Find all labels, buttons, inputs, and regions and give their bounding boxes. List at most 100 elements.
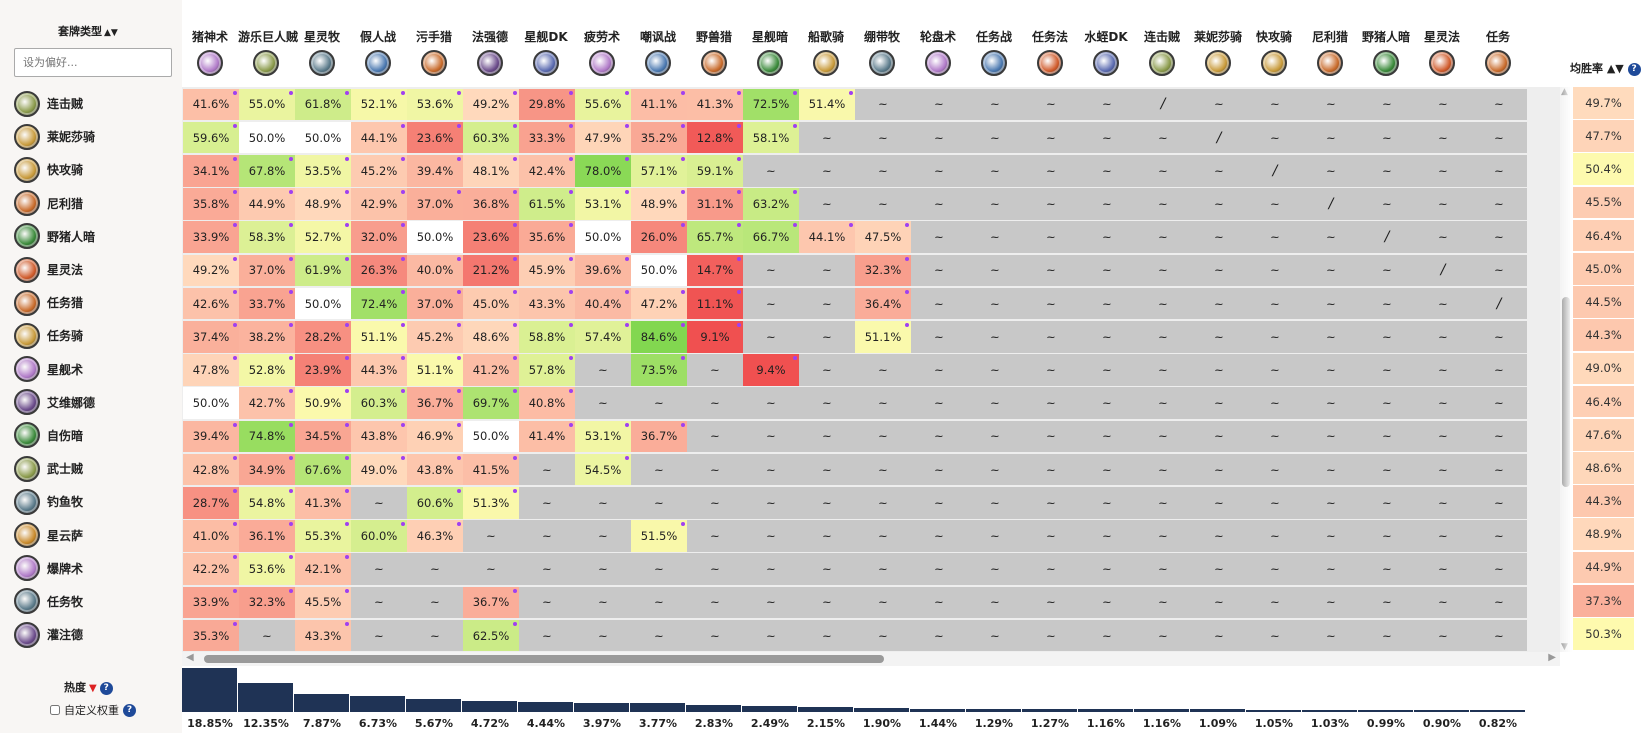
column-header[interactable]: 猪神术	[182, 28, 238, 76]
matchup-cell[interactable]: ~	[911, 586, 967, 619]
matchup-cell[interactable]: 41.4%	[519, 420, 575, 453]
matchup-cell[interactable]: ~	[407, 553, 463, 585]
matchup-cell[interactable]: ~	[967, 420, 1023, 453]
matchup-cell[interactable]: 53.1%	[575, 188, 631, 220]
matchup-cell[interactable]: ~	[1359, 520, 1415, 552]
matchup-cell[interactable]: ~	[1023, 254, 1079, 287]
matchup-cell[interactable]: ~	[799, 254, 855, 287]
matchup-cell[interactable]: ~	[1135, 221, 1191, 253]
matchup-cell[interactable]: ~	[1079, 221, 1135, 253]
matchup-cell[interactable]: 50.0%	[463, 420, 519, 453]
matchup-cell[interactable]: ~	[463, 553, 519, 585]
matchup-cell[interactable]: 59.6%	[183, 121, 239, 154]
matchup-cell[interactable]: ~	[855, 453, 911, 486]
column-header[interactable]: 船歌骑	[798, 28, 854, 76]
matchup-cell[interactable]: ~	[1247, 453, 1303, 486]
matchup-cell[interactable]: ~	[799, 586, 855, 619]
column-header[interactable]: 假人战	[350, 28, 406, 76]
column-header[interactable]: 星舰暗	[742, 28, 798, 76]
column-header[interactable]: 任务法	[1022, 28, 1078, 76]
matchup-cell[interactable]: ~	[1135, 121, 1191, 154]
matchup-cell[interactable]: ~	[1359, 88, 1415, 121]
matchup-cell[interactable]: 50.9%	[295, 387, 351, 419]
matchup-cell[interactable]: ~	[1135, 354, 1191, 386]
popularity-help-icon[interactable]: ?	[99, 681, 113, 695]
column-header[interactable]: 任务	[1470, 28, 1526, 76]
row-label[interactable]: 野猪人暗	[14, 220, 182, 253]
matchup-cell[interactable]: 39.4%	[183, 420, 239, 453]
matchup-cell[interactable]: 35.2%	[631, 121, 687, 154]
matchup-cell[interactable]: ~	[1191, 221, 1247, 253]
matchup-cell[interactable]: 47.5%	[855, 221, 911, 253]
matchup-cell[interactable]: ~	[1359, 453, 1415, 486]
matchup-cell[interactable]: 28.2%	[295, 320, 351, 353]
matchup-cell[interactable]: ~	[631, 619, 687, 652]
matchup-cell[interactable]: ~	[1191, 320, 1247, 353]
matchup-cell[interactable]: ~	[1471, 221, 1527, 253]
matchup-cell[interactable]: ~	[687, 619, 743, 652]
matchup-cell[interactable]: ~	[575, 553, 631, 585]
matchup-cell[interactable]: ~	[1359, 121, 1415, 154]
matchup-cell[interactable]: ~	[1415, 287, 1471, 320]
matchup-cell[interactable]: ~	[1023, 486, 1079, 519]
matchup-cell[interactable]: ~	[1415, 453, 1471, 486]
matchup-cell[interactable]: ~	[1303, 586, 1359, 619]
matchup-cell[interactable]: ~	[1023, 287, 1079, 320]
matchup-cell[interactable]: ~	[855, 520, 911, 552]
matchup-cell[interactable]: ~	[743, 154, 799, 187]
matchup-cell[interactable]: 12.8%	[687, 121, 743, 154]
matchup-cell[interactable]: ~	[351, 553, 407, 585]
matchup-cell[interactable]: ~	[1471, 188, 1527, 220]
matchup-cell[interactable]: ~	[855, 354, 911, 386]
matchup-cell[interactable]: ~	[1247, 486, 1303, 519]
matchup-cell[interactable]: ~	[1191, 453, 1247, 486]
matchup-cell[interactable]: ~	[967, 320, 1023, 353]
matchup-cell[interactable]: 51.3%	[463, 486, 519, 519]
matchup-cell[interactable]: 39.4%	[407, 154, 463, 187]
matchup-cell[interactable]: 45.0%	[463, 287, 519, 320]
matchup-cell[interactable]: 50.0%	[183, 387, 239, 419]
matchup-cell[interactable]: 35.3%	[183, 619, 239, 652]
matchup-cell[interactable]: ~	[1303, 387, 1359, 419]
matchup-cell[interactable]: 36.1%	[239, 520, 295, 552]
row-label[interactable]: 星灵法	[14, 253, 182, 286]
matchup-cell[interactable]: 49.2%	[463, 88, 519, 121]
matchup-cell[interactable]: 42.7%	[239, 387, 295, 419]
matchup-cell[interactable]: ~	[799, 453, 855, 486]
matchup-cell[interactable]: 26.0%	[631, 221, 687, 253]
matchup-cell[interactable]: ~	[1247, 88, 1303, 121]
custom-weight-toggle[interactable]: 自定义权重?	[50, 702, 136, 718]
matchup-cell[interactable]: ~	[799, 287, 855, 320]
winrate-help-icon[interactable]: ?	[1627, 62, 1641, 76]
matchup-cell[interactable]: ~	[1079, 154, 1135, 187]
matchup-cell[interactable]: ~	[855, 88, 911, 121]
matchup-cell[interactable]: 54.8%	[239, 486, 295, 519]
matchup-cell[interactable]: ~	[1023, 154, 1079, 187]
matchup-cell[interactable]: 14.7%	[687, 254, 743, 287]
matchup-cell[interactable]: 50.0%	[239, 121, 295, 154]
matchup-cell[interactable]: ~	[1415, 121, 1471, 154]
row-label[interactable]: 星云萨	[14, 518, 182, 551]
matchup-cell[interactable]: ~	[1023, 188, 1079, 220]
matchup-cell[interactable]: 60.0%	[351, 520, 407, 552]
matchup-cell[interactable]: ~	[1303, 619, 1359, 652]
matchup-cell[interactable]: ~	[575, 586, 631, 619]
matchup-cell[interactable]: 41.1%	[631, 88, 687, 121]
matchup-cell[interactable]: 65.7%	[687, 221, 743, 253]
matchup-cell[interactable]: ~	[911, 221, 967, 253]
matchup-cell[interactable]: ~	[799, 154, 855, 187]
matchup-cell[interactable]: ~	[1191, 420, 1247, 453]
matchup-cell[interactable]: 33.9%	[183, 586, 239, 619]
matchup-cell[interactable]: 47.2%	[631, 287, 687, 320]
matchup-cell[interactable]: ~	[911, 619, 967, 652]
matchup-cell[interactable]: ~	[519, 520, 575, 552]
matchup-cell[interactable]: 50.0%	[295, 121, 351, 154]
matchup-cell[interactable]: 51.1%	[351, 320, 407, 353]
matchup-cell[interactable]: 36.7%	[631, 420, 687, 453]
column-header[interactable]: 轮盘术	[910, 28, 966, 76]
matchup-cell[interactable]: ~	[855, 121, 911, 154]
matchup-cell[interactable]: ~	[911, 453, 967, 486]
matchup-cell[interactable]: 37.0%	[407, 188, 463, 220]
matchup-cell[interactable]: ~	[1023, 88, 1079, 121]
row-label[interactable]: 连击贼	[14, 87, 182, 120]
